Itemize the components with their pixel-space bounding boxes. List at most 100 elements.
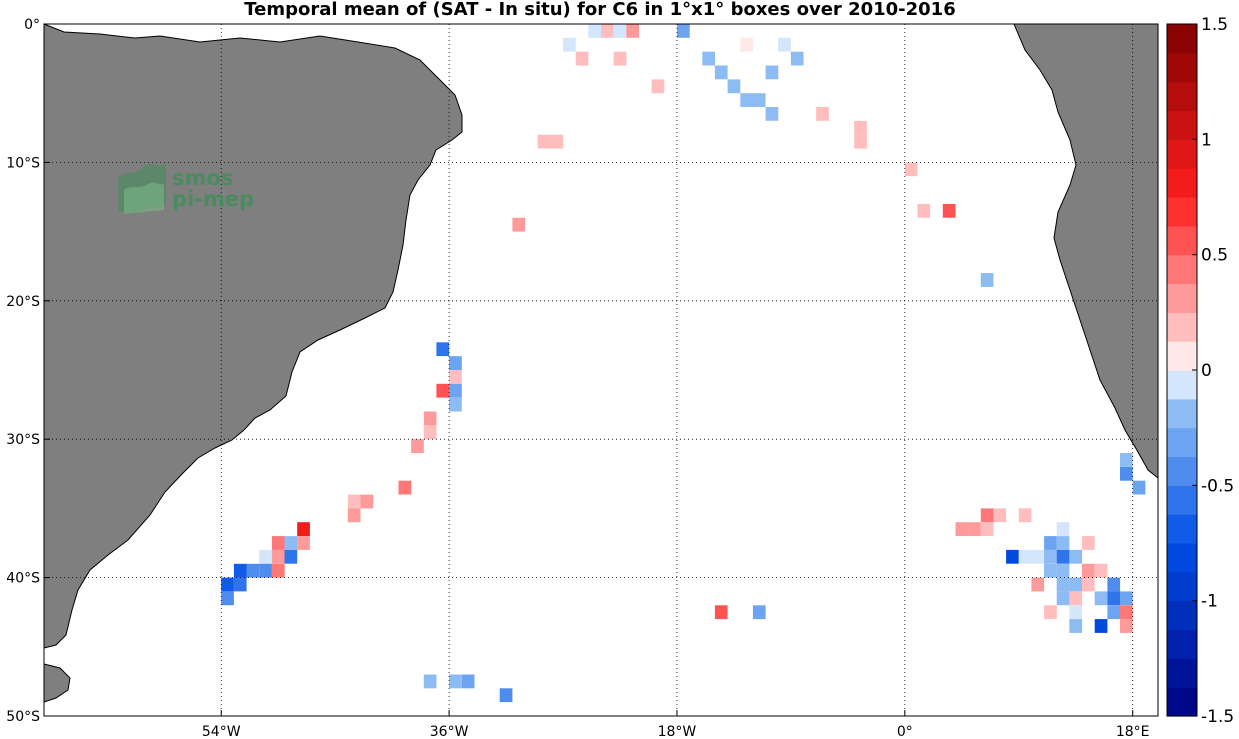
data-cell xyxy=(1056,577,1070,592)
colorbar-level xyxy=(1167,658,1197,688)
data-cell xyxy=(1132,480,1146,495)
data-cell xyxy=(1031,549,1045,564)
colorbar: 1.5 1 0.5 0 -0.5 -1 -1.5 xyxy=(1166,15,1234,727)
data-cell xyxy=(778,37,791,52)
data-cell xyxy=(790,51,804,66)
data-cell xyxy=(436,383,450,398)
data-cell xyxy=(1044,563,1057,578)
data-cell xyxy=(233,563,247,578)
colorbar-tick-label: -1.5 xyxy=(1201,707,1234,727)
colorbar-level xyxy=(1167,398,1197,429)
data-cells xyxy=(221,24,1146,703)
colorbar-level xyxy=(1167,225,1197,256)
data-cell xyxy=(816,107,829,121)
data-cell xyxy=(980,522,994,536)
data-cell xyxy=(626,24,639,38)
data-cell xyxy=(1082,577,1095,592)
data-cell xyxy=(347,508,361,523)
colorbar-level xyxy=(1167,485,1197,515)
x-tick-label: 54°W xyxy=(202,724,241,739)
data-cell xyxy=(1056,536,1070,550)
watermark-line1: smos xyxy=(172,166,233,190)
data-cell xyxy=(271,536,285,550)
data-cell xyxy=(1094,619,1108,633)
data-cell xyxy=(980,273,994,287)
data-cell xyxy=(740,37,753,52)
colorbar-level xyxy=(1167,81,1197,112)
data-cell xyxy=(259,563,272,578)
data-cell xyxy=(297,536,310,550)
data-cell xyxy=(423,674,437,689)
data-cell xyxy=(1069,549,1083,564)
data-cell xyxy=(601,24,614,38)
data-cell xyxy=(449,383,462,398)
data-cell xyxy=(677,24,690,38)
data-cell xyxy=(499,688,513,703)
data-cell xyxy=(461,674,475,689)
colorbar-level xyxy=(1167,52,1197,83)
colorbar-level xyxy=(1167,600,1197,631)
x-tick-label: 0° xyxy=(897,724,913,739)
data-cell xyxy=(651,79,665,94)
data-cell xyxy=(1120,466,1133,481)
data-cell xyxy=(1056,591,1070,606)
data-cell xyxy=(980,508,994,523)
y-tick-label: 0° xyxy=(24,17,40,33)
data-cell xyxy=(1044,536,1057,550)
data-cell xyxy=(727,79,741,94)
data-cell xyxy=(1107,577,1121,592)
data-cell xyxy=(1107,591,1121,606)
colorbar-level xyxy=(1167,24,1197,54)
colorbar-level xyxy=(1167,283,1197,313)
data-cell xyxy=(233,577,247,592)
data-cell xyxy=(714,65,728,80)
data-cell xyxy=(360,494,374,509)
data-cell xyxy=(904,162,918,177)
colorbar-level xyxy=(1167,571,1197,602)
data-cell xyxy=(740,93,753,107)
data-cell xyxy=(1031,577,1045,592)
data-cell xyxy=(1006,549,1019,564)
colorbar-tick-label: -1 xyxy=(1201,592,1218,612)
y-tick-label: 20°S xyxy=(6,294,40,310)
colorbar-tick-label: 1.5 xyxy=(1201,15,1228,35)
colorbar-level xyxy=(1167,110,1197,140)
data-cell xyxy=(575,51,589,66)
colorbar-tick-label: 0 xyxy=(1201,361,1212,381)
data-cell xyxy=(917,203,931,218)
data-cell xyxy=(1056,549,1070,564)
colorbar-level xyxy=(1167,629,1197,659)
data-cell xyxy=(613,24,627,38)
colorbar-level xyxy=(1167,370,1197,400)
data-cell xyxy=(423,411,437,426)
data-cell xyxy=(1069,577,1083,592)
colorbar-level xyxy=(1167,687,1197,717)
map-frame xyxy=(43,23,1159,717)
colorbar-level xyxy=(1167,139,1197,169)
colorbar-level xyxy=(1167,341,1197,371)
data-cell xyxy=(449,356,462,370)
colorbar-level xyxy=(1167,427,1197,458)
x-tick-label: 18°E xyxy=(1116,724,1150,739)
data-cell xyxy=(297,522,310,536)
data-cell xyxy=(993,508,1007,523)
data-cell xyxy=(398,480,412,495)
data-cell xyxy=(271,563,285,578)
data-cell xyxy=(259,549,272,564)
colorbar-ticks: 1.5 1 0.5 0 -0.5 -1 -1.5 xyxy=(1192,15,1234,727)
colorbar-level xyxy=(1167,543,1197,573)
y-tick-label: 40°S xyxy=(6,571,40,587)
data-cell xyxy=(1044,605,1057,620)
data-cell xyxy=(1082,536,1095,550)
map-panel: smos pi-mep xyxy=(43,23,1159,717)
data-cell xyxy=(449,370,462,384)
data-cell xyxy=(1056,563,1070,578)
data-cell xyxy=(537,134,551,149)
data-cell xyxy=(1018,508,1032,523)
colorbar-level xyxy=(1167,197,1197,227)
x-tick-label: 36°W xyxy=(430,724,469,739)
data-cell xyxy=(942,203,956,218)
data-cell xyxy=(284,549,298,564)
colorbar-tick-label: -0.5 xyxy=(1201,476,1234,496)
